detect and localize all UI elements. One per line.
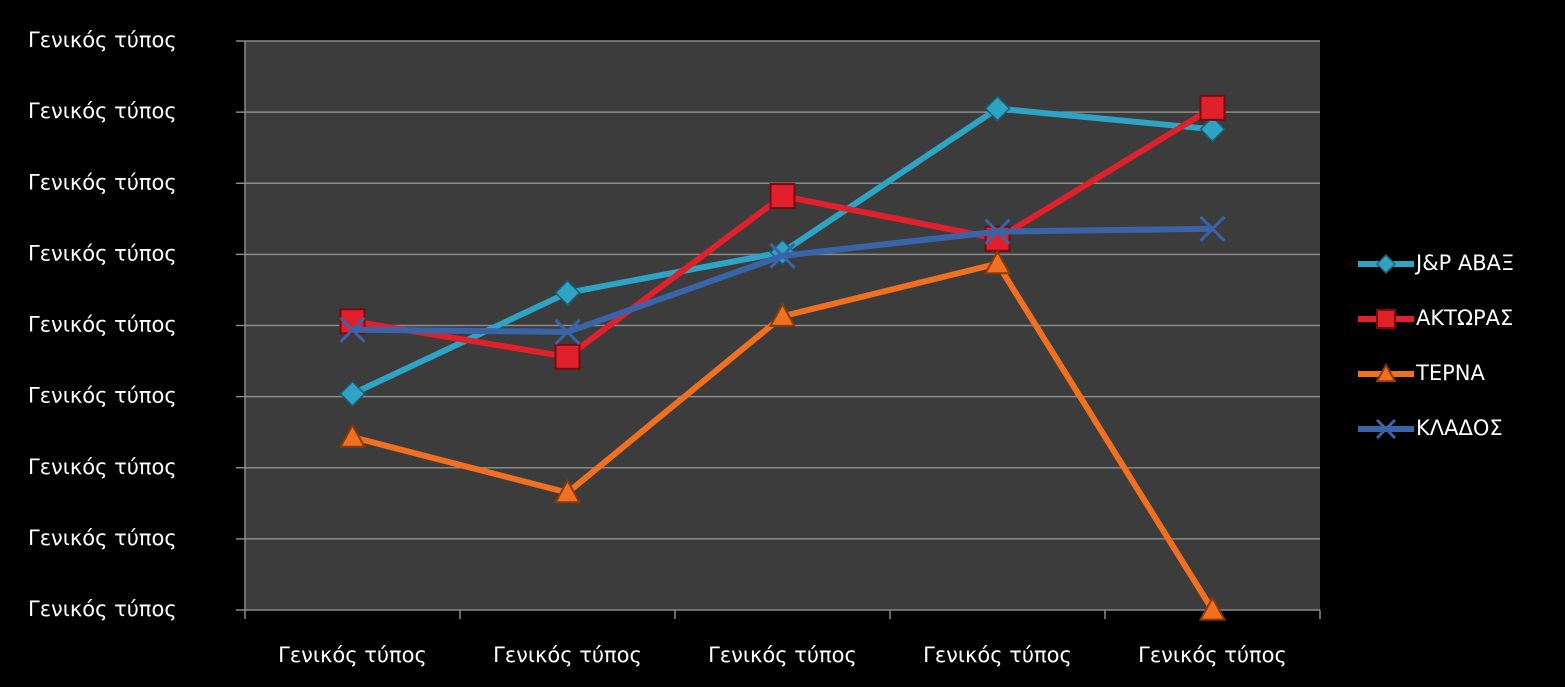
legend-marker xyxy=(1376,309,1396,329)
x-tick-label: Γενικός τύπος xyxy=(1138,643,1287,667)
marker xyxy=(769,242,796,269)
x-tick-label: Γενικός τύπος xyxy=(278,643,427,667)
marker xyxy=(339,316,366,343)
y-tick-label: Γενικός τύπος xyxy=(28,526,177,550)
marker xyxy=(1199,94,1226,121)
marker xyxy=(554,318,581,345)
marker xyxy=(554,279,581,306)
y-tick-label: Γενικός τύπος xyxy=(28,597,177,621)
y-tick-label: Γενικός τύπος xyxy=(28,170,177,194)
marker xyxy=(338,423,367,448)
y-tick-label: Γενικός τύπος xyxy=(28,384,177,408)
y-tick-label: Γενικός τύπος xyxy=(28,455,177,479)
marker xyxy=(768,302,797,327)
marker xyxy=(984,95,1011,122)
legend-marker xyxy=(1375,418,1397,440)
x-tick-label: Γενικός τύπος xyxy=(708,643,857,667)
marker xyxy=(1199,215,1226,242)
marker xyxy=(983,249,1012,275)
legend-marker xyxy=(1375,362,1397,383)
y-tick-label: Γενικός τύπος xyxy=(28,241,177,265)
marker xyxy=(769,183,796,210)
legend-label: J&P ΑΒΑΞ xyxy=(1414,251,1514,275)
marker xyxy=(339,380,366,407)
legend-label: ΑΚΤΩΡΑΣ xyxy=(1416,306,1513,330)
y-tick-label: Γενικός τύπος xyxy=(28,99,177,123)
x-tick-label: Γενικός τύπος xyxy=(493,643,642,667)
legend-marker xyxy=(1375,253,1397,275)
marker xyxy=(554,343,581,370)
marker xyxy=(1199,116,1226,143)
legend-label: ΚΛΑΔΟΣ xyxy=(1416,416,1503,440)
y-tick-label: Γενικός τύπος xyxy=(28,313,177,337)
legend-label: ΤΕΡΝΑ xyxy=(1415,361,1485,385)
marker xyxy=(553,478,582,504)
marker xyxy=(984,218,1011,245)
marker xyxy=(1198,595,1227,621)
y-tick-label: Γενικός τύπος xyxy=(28,28,177,52)
x-tick-label: Γενικός τύπος xyxy=(923,643,1072,667)
